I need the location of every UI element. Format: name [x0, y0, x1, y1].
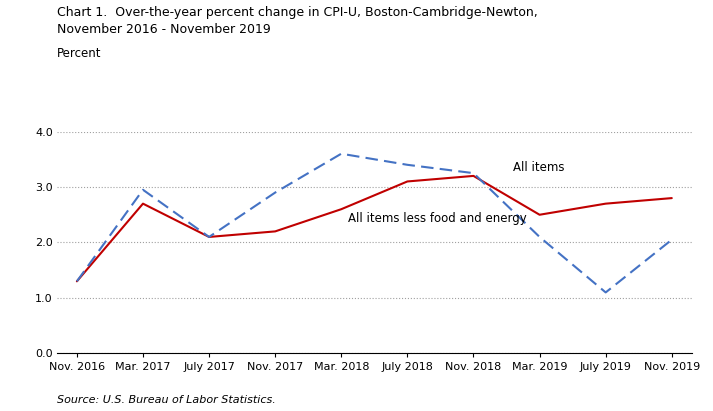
Text: November 2016 - November 2019: November 2016 - November 2019 [57, 23, 271, 36]
Text: Percent: Percent [57, 47, 101, 60]
Text: All items: All items [513, 162, 565, 174]
Text: All items less food and energy: All items less food and energy [348, 212, 527, 225]
Text: Source: U.S. Bureau of Labor Statistics.: Source: U.S. Bureau of Labor Statistics. [57, 395, 276, 404]
Text: Chart 1.  Over-the-year percent change in CPI-U, Boston-Cambridge-Newton,: Chart 1. Over-the-year percent change in… [57, 6, 538, 19]
